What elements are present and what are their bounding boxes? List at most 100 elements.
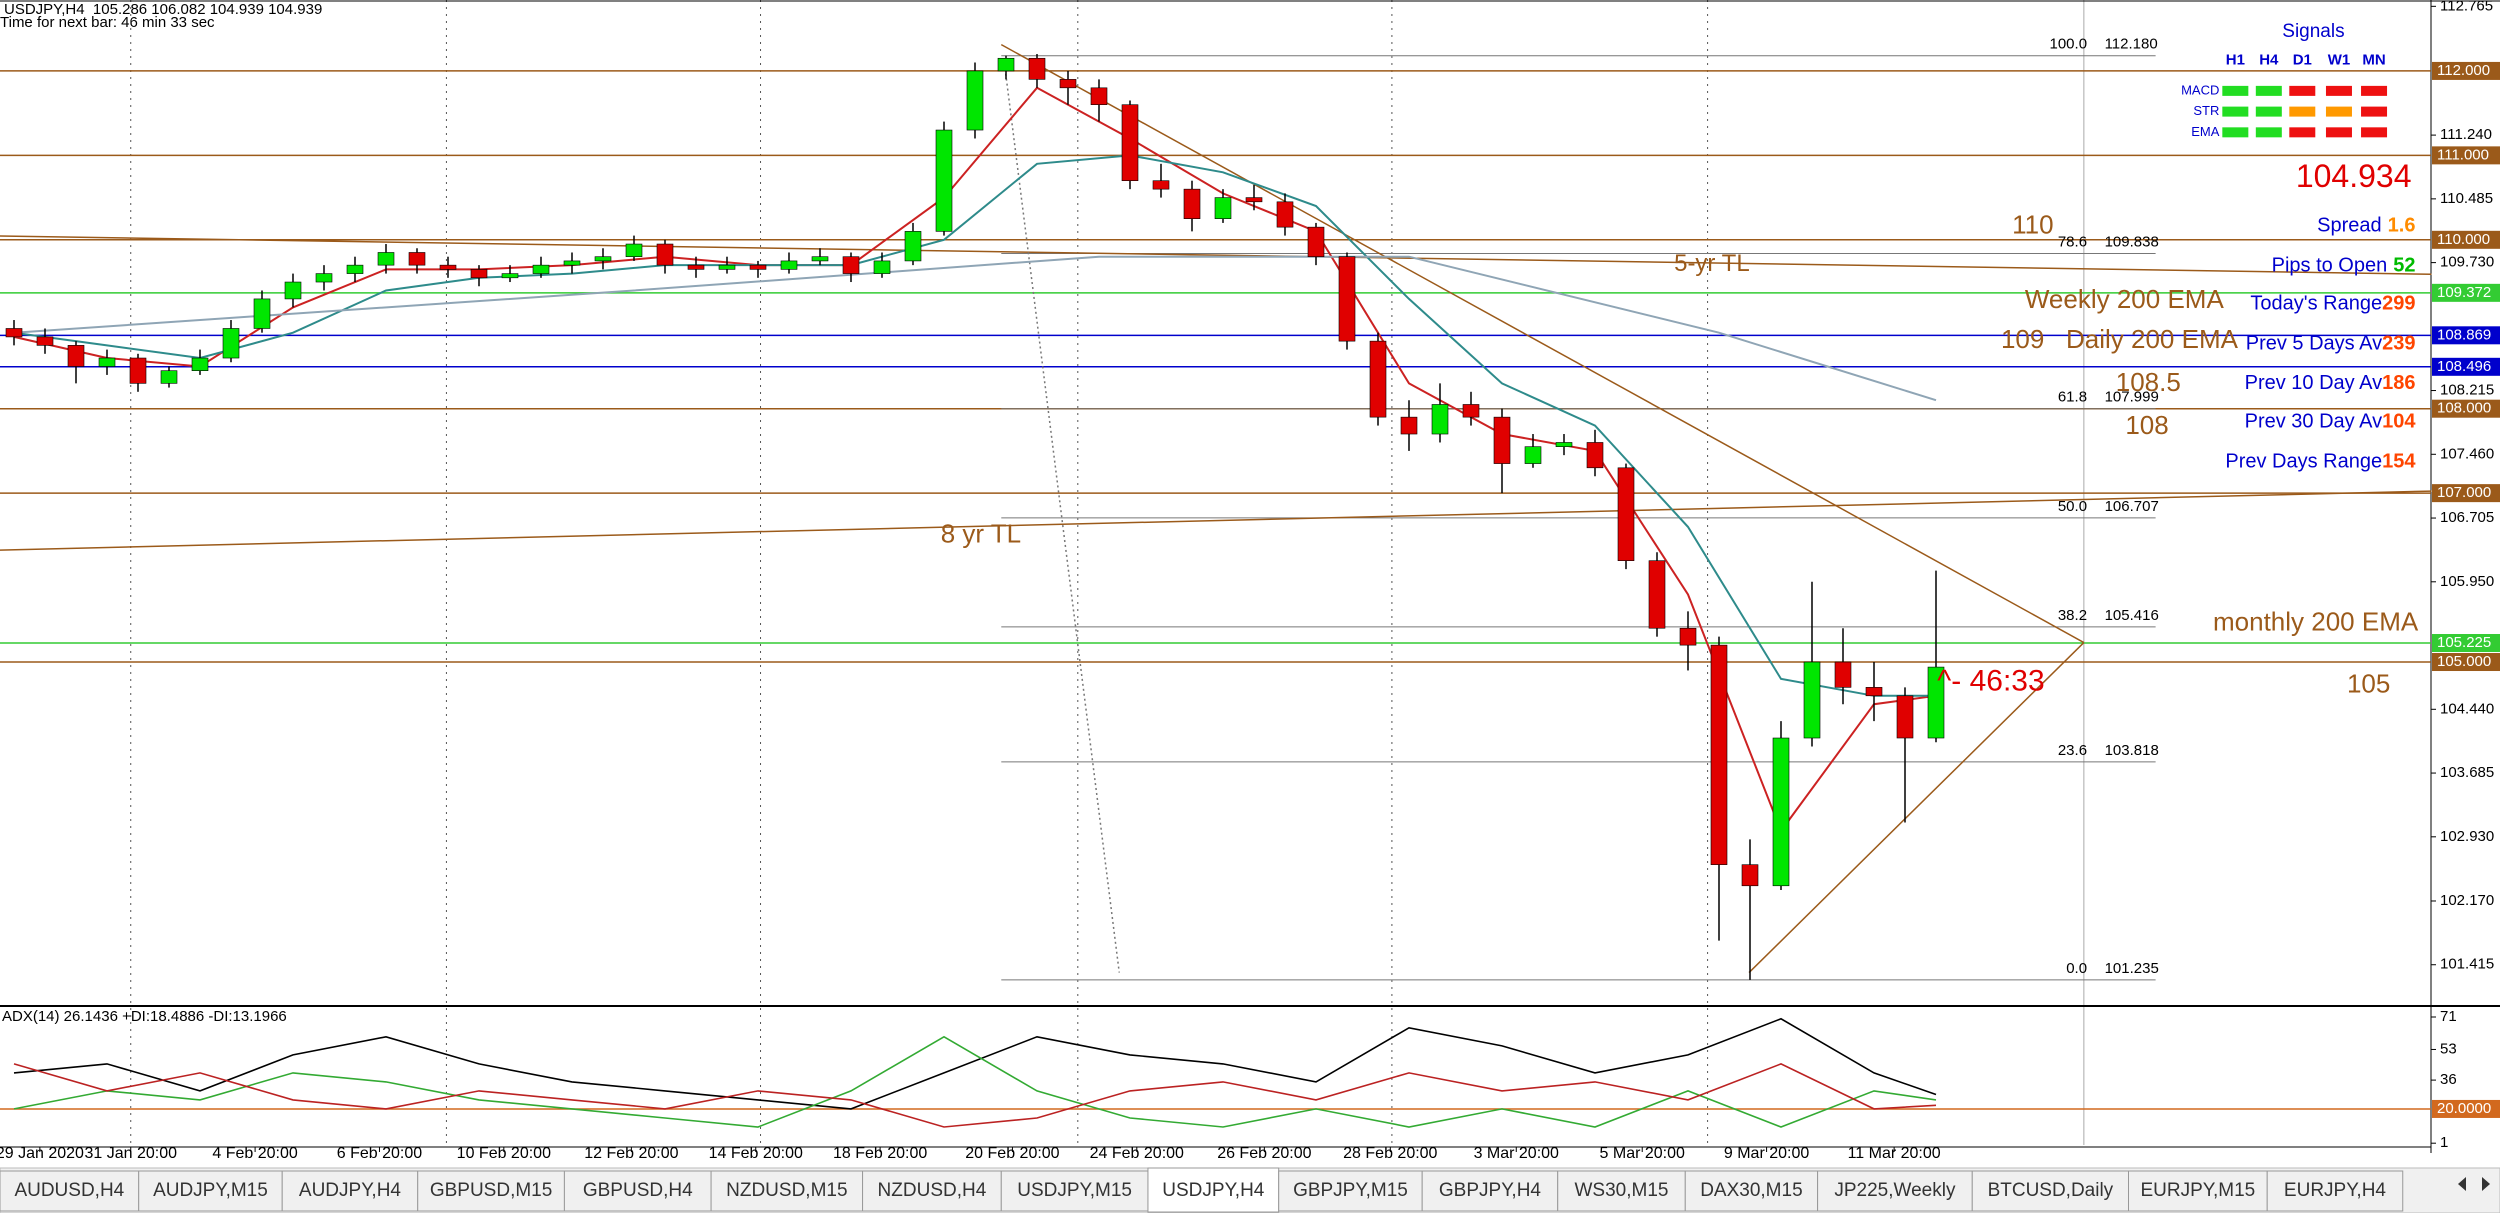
candle-body xyxy=(129,357,147,384)
tab[interactable]: JP225,Weekly xyxy=(1817,1170,1973,1212)
tab[interactable]: EURJPY,H4 xyxy=(2266,1170,2404,1212)
tab-background[interactable] xyxy=(1147,1167,1280,1213)
tab[interactable]: WS30,M15 xyxy=(1557,1170,1686,1212)
info-label: Prev 10 Day Av xyxy=(2245,373,2382,395)
tab-background[interactable] xyxy=(417,1170,565,1212)
tab[interactable]: AUDJPY,H4 xyxy=(281,1170,419,1212)
tab-label[interactable]: GBPJPY,H4 xyxy=(1439,1180,1542,1201)
tab-background[interactable] xyxy=(710,1170,864,1212)
tab-background[interactable] xyxy=(2266,1170,2404,1212)
candle-body xyxy=(1059,79,1077,89)
tab-background[interactable] xyxy=(1557,1170,1686,1212)
tab-label[interactable]: AUDUSD,H4 xyxy=(14,1180,124,1201)
signal-box xyxy=(2222,106,2249,117)
x-tick-label: 14 Feb 20:00 xyxy=(709,1145,803,1162)
tab-background[interactable] xyxy=(1817,1170,1973,1212)
info-label: Spread xyxy=(2317,215,2382,237)
tab-label[interactable]: BTCUSD,Daily xyxy=(1988,1180,2114,1201)
candle-body xyxy=(160,370,178,384)
tab-label[interactable]: AUDJPY,H4 xyxy=(299,1180,402,1201)
signal-box xyxy=(2361,85,2388,96)
tab-background[interactable] xyxy=(1000,1170,1149,1212)
tab-scroll-left[interactable] xyxy=(2458,1177,2466,1191)
tab[interactable]: USDJPY,H4 xyxy=(1147,1167,1280,1213)
indicator-level-label: 20.0000 xyxy=(2437,1100,2491,1117)
tab-background[interactable] xyxy=(0,1170,140,1212)
x-tick-label: 4 Feb 20:00 xyxy=(212,1145,298,1162)
tab[interactable]: GBPJPY,H4 xyxy=(1421,1170,1559,1212)
candle-body xyxy=(253,298,271,329)
fib-ratio: 50.0 xyxy=(2058,498,2087,515)
tab-background[interactable] xyxy=(2128,1170,2268,1212)
trend-line xyxy=(0,490,2432,551)
x-tick-label: 28 Feb 20:00 xyxy=(1343,1145,1437,1162)
tab[interactable]: NZDUSD,H4 xyxy=(862,1170,1002,1212)
fib-price: 103.818 xyxy=(2105,742,2159,759)
tab[interactable]: DAX30,M15 xyxy=(1684,1170,1819,1212)
tab-label[interactable]: EURJPY,M15 xyxy=(2140,1180,2255,1201)
signal-box xyxy=(2325,127,2352,138)
tab-label[interactable]: AUDJPY,M15 xyxy=(153,1180,268,1201)
candle-body xyxy=(1648,560,1666,629)
tab-background[interactable] xyxy=(1278,1170,1423,1212)
tab-scroll-right[interactable] xyxy=(2482,1177,2490,1191)
info-value: 299 xyxy=(2382,293,2415,315)
signals-column: W1 xyxy=(2328,52,2351,69)
tab[interactable]: GBPUSD,M15 xyxy=(417,1170,565,1212)
annotation: 108 xyxy=(2125,410,2168,440)
tab-label[interactable]: WS30,M15 xyxy=(1575,1180,1669,1201)
candle-body xyxy=(1586,442,1604,469)
tab-background[interactable] xyxy=(1971,1170,2130,1212)
tab-label[interactable]: EURJPY,H4 xyxy=(2284,1180,2387,1201)
candle-body xyxy=(811,256,829,262)
candle-body xyxy=(67,345,85,367)
candle-body xyxy=(1462,404,1480,418)
tab[interactable]: AUDJPY,M15 xyxy=(138,1170,283,1212)
signal-box xyxy=(2255,85,2282,96)
candle-body xyxy=(501,273,519,279)
candle-body xyxy=(377,252,395,266)
fib-price: 112.180 xyxy=(2105,36,2158,53)
x-tick-label: 10 Feb 20:00 xyxy=(457,1145,551,1162)
tab[interactable]: GBPUSD,H4 xyxy=(563,1170,712,1212)
tab-label[interactable]: GBPUSD,M15 xyxy=(430,1180,552,1201)
tab-background[interactable] xyxy=(1421,1170,1559,1212)
tab-label[interactable]: JP225,Weekly xyxy=(1834,1180,1956,1201)
candle-body xyxy=(1338,256,1356,342)
info-row: Prev 10 Day Av186 xyxy=(2245,373,2416,395)
tab[interactable]: GBPJPY,M15 xyxy=(1278,1170,1423,1212)
annotation: 105 xyxy=(2347,668,2390,698)
tab-label[interactable]: USDJPY,H4 xyxy=(1162,1180,1265,1201)
candle-body xyxy=(1896,695,1914,739)
tab[interactable]: AUDUSD,H4 xyxy=(0,1170,140,1212)
signal-box xyxy=(2289,127,2316,138)
x-tick-label: 11 Mar 20:00 xyxy=(1848,1145,1941,1162)
tab-background[interactable] xyxy=(862,1170,1002,1212)
x-tick-label: 6 Feb 20:00 xyxy=(337,1145,423,1162)
signals-row: EMA xyxy=(2191,124,2220,139)
tab[interactable]: EURJPY,M15 xyxy=(2128,1170,2268,1212)
candle-body xyxy=(1555,442,1573,447)
candle-body xyxy=(904,231,922,262)
tab-label[interactable]: NZDUSD,M15 xyxy=(726,1180,847,1201)
y-tick-label: 111.240 xyxy=(2440,126,2492,143)
tab-background[interactable] xyxy=(1684,1170,1819,1212)
tab-background[interactable] xyxy=(138,1170,283,1212)
price-level-label: 108.496 xyxy=(2437,358,2491,375)
tab-label[interactable]: DAX30,M15 xyxy=(1700,1180,1802,1201)
tab-label[interactable]: GBPUSD,H4 xyxy=(583,1180,693,1201)
tab-label[interactable]: GBPJPY,M15 xyxy=(1293,1180,1408,1201)
tab-label[interactable]: NZDUSD,H4 xyxy=(878,1180,987,1201)
tab[interactable]: BTCUSD,Daily xyxy=(1971,1170,2130,1212)
annotation: 109 Daily 200 EMA xyxy=(2001,324,2239,354)
tab-label[interactable]: USDJPY,M15 xyxy=(1017,1180,1132,1201)
tab[interactable]: NZDUSD,M15 xyxy=(710,1170,864,1212)
candle-body xyxy=(594,256,612,262)
annotation: Weekly 200 EMA xyxy=(2025,284,2225,314)
tab[interactable]: USDJPY,M15 xyxy=(1000,1170,1149,1212)
indicator-line xyxy=(13,1035,1937,1128)
candle-body xyxy=(687,264,705,270)
annotation: ^- 46:33 xyxy=(1937,664,2044,697)
candle-body xyxy=(1710,644,1728,865)
